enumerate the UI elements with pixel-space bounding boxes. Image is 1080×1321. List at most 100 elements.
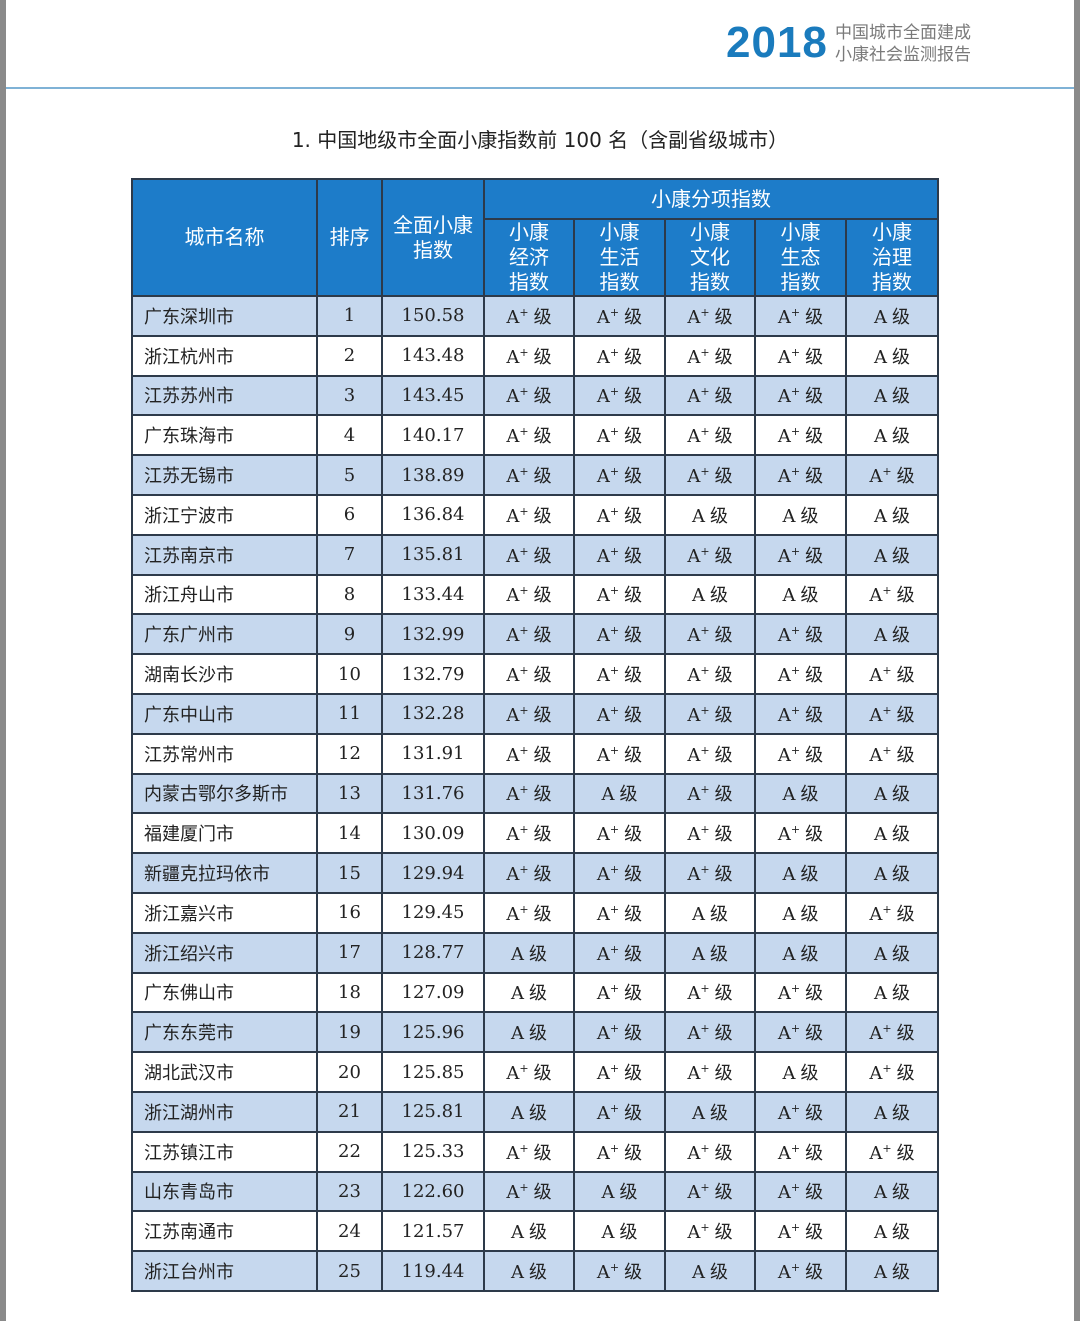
- grade-value: A: [511, 983, 524, 1005]
- grade-suffix: 级: [624, 1063, 643, 1085]
- grade-suffix: 级: [624, 1142, 643, 1164]
- grade-cell: A+ 级: [754, 454, 847, 496]
- grade-suffix: 级: [624, 943, 643, 965]
- grade-cell: A+ 级: [664, 533, 756, 576]
- grade-cell: A+ 级: [573, 374, 666, 417]
- grade-cell: A+ 级: [573, 971, 666, 1014]
- rank-cell: 11: [316, 692, 383, 735]
- grade-cell: A+ 级: [664, 374, 756, 417]
- city-cell: 山东青岛市: [131, 1170, 318, 1213]
- grade-value: A+: [596, 823, 620, 846]
- grade-cell: A+ 级: [573, 295, 666, 337]
- grade-cell: A+ 级: [483, 334, 575, 377]
- grade-suffix: 级: [805, 1142, 824, 1164]
- table-row: 浙江杭州市 2 143.48 A+ 级 A+ 级 A+ 级 A+ 级 A 级: [131, 334, 940, 377]
- city-cell: 新疆克拉玛依市: [131, 852, 318, 894]
- grade-suffix: 级: [896, 1063, 915, 1085]
- index-cell: 122.60: [381, 1170, 485, 1213]
- grade-value: A+: [687, 624, 710, 647]
- grade-value: A: [782, 1063, 796, 1085]
- grade-suffix: 级: [892, 1222, 911, 1244]
- rank-cell: 1: [316, 295, 383, 337]
- col-index-label: 全面小康指数: [393, 212, 473, 262]
- grade-cell: A+ 级: [754, 1130, 847, 1173]
- table-title: 1. 中国地级市全面小康指数前 100 名（含副省级城市）: [291, 128, 789, 152]
- col-sub-1: 小康经济指数: [483, 218, 575, 297]
- grade-value: A+: [506, 1181, 529, 1204]
- grade-cell: A+ 级: [483, 1130, 575, 1173]
- table-row: 浙江宁波市 6 136.84 A+ 级 A+ 级 A 级 A 级 A 级: [131, 493, 940, 536]
- grade-value: A+: [777, 823, 801, 846]
- rank-cell: 24: [316, 1210, 383, 1253]
- grade-suffix: 级: [533, 585, 552, 607]
- grade-suffix: 级: [896, 466, 915, 488]
- grade-value: A+: [777, 305, 801, 328]
- grade-value: A+: [687, 863, 710, 886]
- grade-cell: A+ 级: [573, 613, 666, 656]
- grade-value: A: [874, 784, 888, 806]
- grade-cell: A+ 级: [573, 573, 666, 616]
- grade-value: A+: [506, 703, 529, 726]
- grade-suffix: 级: [805, 1222, 824, 1244]
- grade-value: A+: [777, 544, 801, 567]
- grade-cell: A+ 级: [664, 1210, 756, 1253]
- grade-value: A+: [687, 1141, 710, 1164]
- grade-value: A+: [777, 703, 801, 726]
- table-row: 福建厦门市 14 130.09 A+ 级 A+ 级 A+ 级 A+ 级 A 级: [131, 812, 940, 855]
- rank-cell: 19: [316, 1011, 383, 1054]
- city-cell: 江苏镇江市: [131, 1130, 318, 1173]
- col-sub-5: 小康治理指数: [844, 218, 940, 297]
- grade-suffix: 级: [624, 1023, 643, 1045]
- grade-value: A+: [506, 584, 529, 607]
- grade-value: A: [782, 943, 796, 965]
- grade-suffix: 级: [800, 943, 819, 965]
- grade-suffix: 级: [805, 665, 824, 687]
- col-sub-label: 小康生活指数: [599, 220, 640, 294]
- grade-suffix: 级: [805, 426, 824, 448]
- grade-value: A: [782, 585, 796, 607]
- grade-suffix: 级: [896, 903, 915, 925]
- grade-suffix: 级: [896, 1142, 915, 1164]
- grade-value: A+: [869, 664, 892, 687]
- grade-suffix: 级: [892, 426, 911, 448]
- city-cell: 浙江宁波市: [131, 493, 318, 536]
- grade-value: A: [874, 625, 888, 647]
- grade-suffix: 级: [892, 386, 911, 408]
- grade-suffix: 级: [624, 386, 643, 408]
- grade-cell: A+ 级: [844, 891, 940, 934]
- grade-cell: A+ 级: [573, 1090, 666, 1133]
- index-cell: 129.94: [381, 852, 485, 894]
- grade-suffix: 级: [805, 744, 824, 766]
- grade-suffix: 级: [710, 943, 728, 965]
- table-row: 浙江绍兴市 17 128.77 A 级 A+ 级 A 级 A 级 A 级: [131, 931, 940, 974]
- grade-value: A+: [687, 1062, 710, 1085]
- grade-suffix: 级: [714, 1023, 733, 1045]
- grade-suffix: 级: [529, 1023, 547, 1045]
- table-row: 广东中山市 11 132.28 A+ 级 A+ 级 A+ 级 A+ 级 A+ 级: [131, 692, 940, 735]
- grade-value: A: [511, 1222, 524, 1244]
- grade-cell: A+ 级: [664, 295, 756, 337]
- table-row: 江苏无锡市 5 138.89 A+ 级 A+ 级 A+ 级 A+ 级 A+ 级: [131, 454, 940, 496]
- index-cell: 125.81: [381, 1090, 485, 1133]
- grade-value: A: [874, 864, 888, 886]
- grade-cell: A+ 级: [754, 533, 847, 576]
- rank-cell: 18: [316, 971, 383, 1014]
- grade-value: A+: [777, 743, 801, 766]
- grade-value: A+: [777, 1022, 801, 1045]
- grade-cell: A+ 级: [483, 533, 575, 576]
- grade-cell: A+ 级: [483, 692, 575, 735]
- grade-suffix: 级: [805, 1182, 824, 1204]
- table-row: 江苏南通市 24 121.57 A 级 A 级 A+ 级 A+ 级 A 级: [131, 1210, 940, 1253]
- grade-value: A+: [596, 1141, 620, 1164]
- grade-suffix: 级: [624, 505, 643, 527]
- grade-value: A+: [506, 1141, 529, 1164]
- grade-cell: A+ 级: [483, 653, 575, 695]
- city-cell: 福建厦门市: [131, 812, 318, 855]
- grade-suffix: 级: [800, 903, 819, 925]
- city-cell: 江苏苏州市: [131, 374, 318, 417]
